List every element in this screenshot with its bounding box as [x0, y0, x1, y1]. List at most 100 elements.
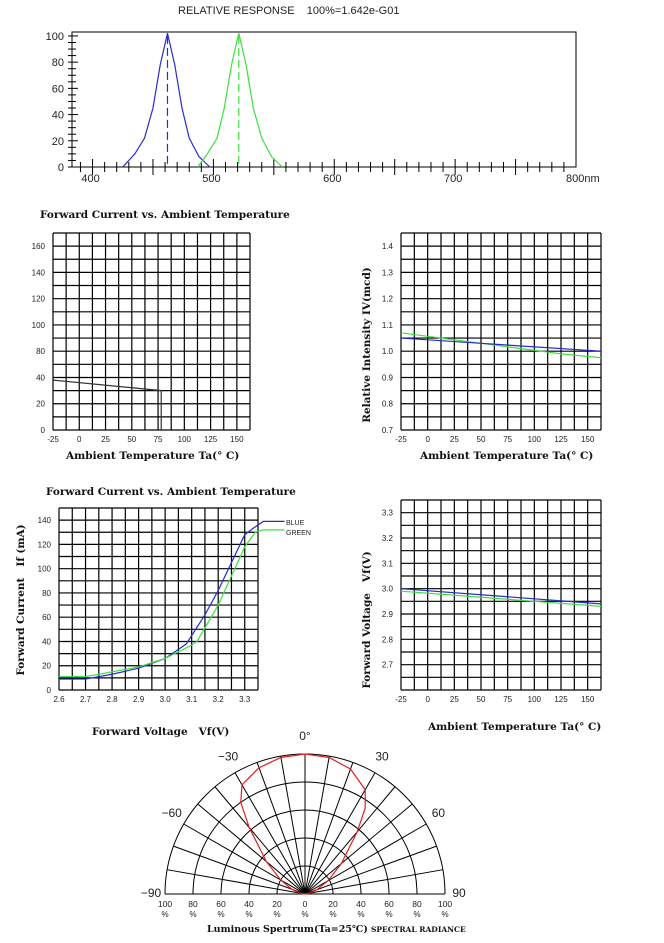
radial-label: 60: [384, 899, 394, 909]
y-tick-label: 0.8: [382, 400, 394, 409]
y-tick-label: 3.3: [382, 509, 394, 518]
radial-label: 40: [356, 899, 366, 909]
y-tick-label: 80: [52, 57, 64, 69]
current-temp-title: Forward Current vs. Ambient Temperature: [40, 209, 290, 221]
x-tick-label: 3.2: [213, 695, 225, 704]
current-voltage-title: Forward Current vs. Ambient Temperature: [46, 486, 296, 498]
series-line-1: [197, 33, 283, 168]
polar-spoke: [167, 869, 306, 895]
radial-label: 80: [412, 899, 422, 909]
spectrum-chart: 400 500 600 700 800nm 0 20 40 60 80 100: [46, 31, 600, 185]
x-tick-label: 50: [477, 435, 486, 444]
radial-unit: %: [273, 910, 280, 919]
y-tick-label: 0.7: [382, 426, 394, 435]
y-tick-label: 40: [36, 373, 45, 382]
voltage-vs-temp-chart: -25 0 25 50 75 100 125 150 2.7 2.8 2.9 3.0 3.1 3.2 3.3: [382, 499, 602, 704]
angle-label: 90: [452, 886, 466, 900]
y-axis-title: Relative Intensity IV(mcd): [361, 267, 373, 423]
series-line-1: [400, 588, 602, 605]
radial-unit: %: [329, 910, 336, 919]
plot-frame: [71, 31, 577, 168]
y-tick-label: 60: [42, 613, 51, 622]
x-tick-label: 75: [154, 435, 163, 444]
x-tick-label: 150: [581, 695, 595, 704]
y-tick-label: 0.9: [382, 373, 394, 382]
x-tick-label: 0: [425, 435, 430, 444]
y-tick-label: 80: [42, 589, 51, 598]
x-tick-label: 700: [444, 173, 462, 185]
x-tick-label: 2.6: [53, 695, 65, 704]
x-tick-label: -25: [395, 435, 407, 444]
polar-spoke: [304, 772, 376, 895]
x-tick-label: 0: [77, 435, 82, 444]
x-tick-label: 125: [204, 435, 218, 444]
series-line-0: [400, 590, 602, 607]
polar-spoke: [183, 823, 306, 895]
polar-spoke: [234, 772, 306, 895]
current-vs-voltage-chart: 2.6 2.7 2.8 2.9 3.0 3.1 3.2 3.3 0 20 40 60 80 100 120 1…: [38, 507, 285, 704]
polar-spoke: [304, 803, 413, 895]
y-tick-label: 100: [32, 321, 46, 330]
angle-label: 30: [375, 750, 389, 764]
radial-label: 60: [216, 899, 226, 909]
x-tick-label: 25: [450, 695, 459, 704]
series-line-0: [59, 520, 285, 680]
x-axis-title: Ambient Temperature Ta(° C): [427, 721, 601, 733]
polar-caption: Luminous Spertrum(Ta=25℃): [207, 924, 368, 935]
x-tick-label: 0: [425, 695, 430, 704]
legend-green: GREEN: [286, 530, 311, 537]
x-tick-label: 2.7: [80, 695, 92, 704]
x-tick-label: 50: [127, 435, 136, 444]
radial-unit: %: [245, 910, 252, 919]
spectrum-title: RELATIVE RESPONSE 100%=1.642e-G01: [178, 5, 399, 17]
series-line-1: [400, 337, 602, 352]
x-tick-label: 50: [477, 695, 486, 704]
x-tick-label: 100: [528, 695, 542, 704]
x-tick-label: 3.1: [186, 695, 198, 704]
x-tick-label: 500: [202, 173, 220, 185]
angle-label: 0°: [299, 729, 311, 743]
x-tick-label: -25: [47, 435, 59, 444]
y-tick-label: 40: [52, 110, 64, 122]
polar-spoke: [197, 803, 306, 895]
y-tick-label: 0: [41, 426, 46, 435]
polar-spoke: [304, 762, 354, 895]
series-line-1: [59, 529, 285, 678]
x-tick-label: 2.9: [133, 695, 145, 704]
radial-unit: %: [441, 910, 448, 919]
y-tick-label: 2.9: [382, 610, 394, 619]
x-tick-label: 2.8: [107, 695, 119, 704]
x-tick-label: 150: [230, 435, 244, 444]
y-tick-label: 20: [52, 136, 64, 148]
angle-label: 60: [432, 806, 446, 820]
y-axis-title: Forward Voltage Vf(V): [361, 551, 373, 688]
y-axis-title: Forward Current If (mA): [15, 524, 27, 675]
polar-spoke: [304, 786, 396, 895]
y-tick-label: 160: [32, 242, 46, 251]
x-axis-title: Forward Voltage Vf(V): [92, 726, 229, 738]
radial-unit: %: [189, 910, 196, 919]
intensity-vs-temp-chart: -25 0 25 50 75 100 125 150 0.7 0.8 0.9 1.0 1.1 1.2 1.3…: [382, 232, 602, 444]
radiation-curve: [240, 753, 366, 895]
radial-label: 80: [188, 899, 198, 909]
y-tick-label: 140: [38, 516, 52, 525]
polar-spoke: [280, 756, 306, 895]
radial-label: 20: [328, 899, 338, 909]
x-tick-label: -25: [395, 695, 407, 704]
x-tick-label: 25: [101, 435, 110, 444]
y-tick-label: 1.1: [382, 321, 394, 330]
x-tick-label: 125: [554, 435, 568, 444]
x-tick-label: 75: [503, 435, 512, 444]
radial-label: 100: [158, 899, 172, 909]
radial-unit: %: [413, 910, 420, 919]
y-tick-label: 100: [46, 31, 64, 43]
x-tick-label: 25: [450, 435, 459, 444]
x-axis-title: Ambient Temperature Ta(° C): [65, 450, 239, 462]
polar-spoke: [214, 786, 306, 895]
radial-unit: %: [385, 910, 392, 919]
angle-label: −60: [161, 806, 182, 820]
radial-unit: %: [357, 910, 364, 919]
y-tick-label: 3.0: [382, 585, 394, 594]
polar-spoke: [304, 869, 443, 895]
